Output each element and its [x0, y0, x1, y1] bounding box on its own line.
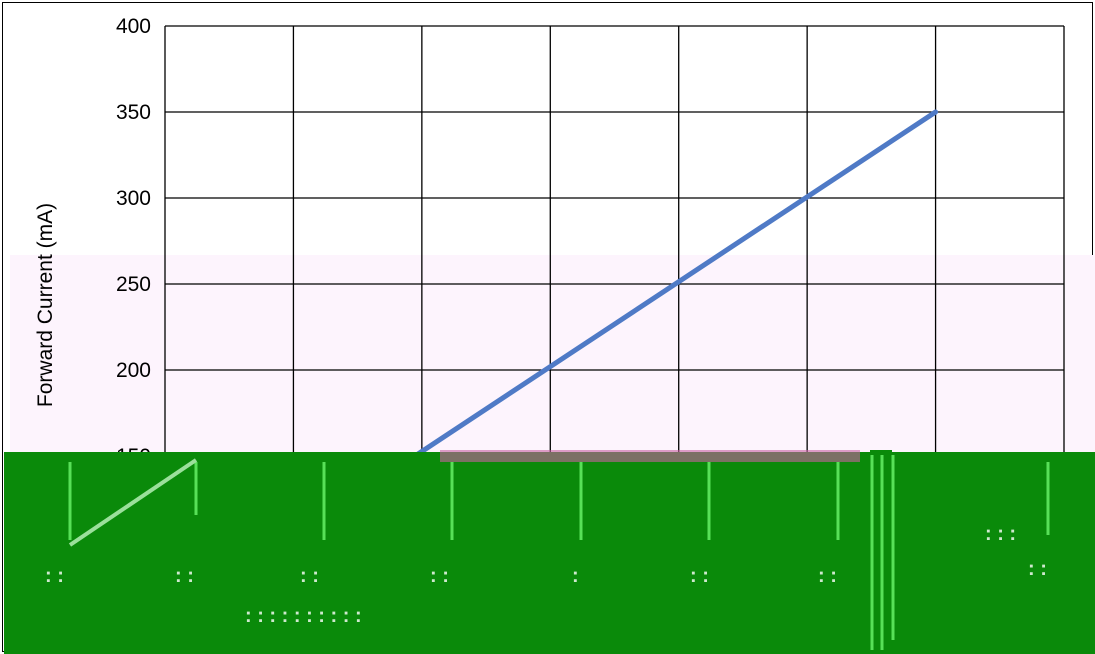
vertical-gridlines [164, 26, 1065, 470]
svg-text:: : :: : : : [985, 523, 1016, 545]
svg-text:: :: : : [818, 565, 837, 587]
corrupted-overlay: : : : : : : : : : : : : : : : : : : : : … [4, 450, 1095, 654]
svg-text:: :: : : [1028, 558, 1047, 580]
y-tick-label: 400 [116, 15, 151, 38]
svg-text:: :: : : [175, 565, 194, 587]
y-tick-label: 250 [116, 273, 151, 296]
background-band [10, 255, 1095, 455]
svg-text:: :: : : [300, 565, 319, 587]
svg-text:: :: : : [690, 565, 709, 587]
svg-text:: :: : : [430, 565, 449, 587]
svg-text:: : : : : : : : : :: : : : : : : : : : : [245, 605, 362, 627]
y-tick-label: 200 [116, 359, 151, 382]
y-axis-title: Forward Current (mA) [34, 203, 57, 407]
y-tick-label: 300 [116, 187, 151, 210]
y-tick-label: 350 [116, 101, 151, 124]
series-layer [412, 109, 939, 459]
overlay-block [4, 452, 1095, 654]
svg-text::: : [572, 565, 579, 587]
svg-text:: :: : : [45, 565, 64, 587]
series-line [412, 109, 939, 459]
